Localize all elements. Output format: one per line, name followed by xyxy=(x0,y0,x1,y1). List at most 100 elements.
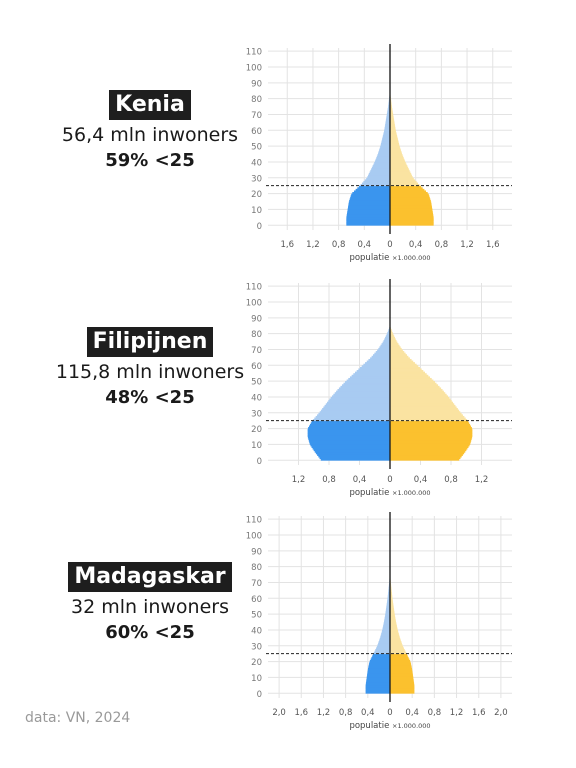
bar-left xyxy=(365,688,390,691)
bar-right xyxy=(390,362,415,365)
bar-right xyxy=(390,622,397,625)
bar-left xyxy=(308,427,390,429)
bar-left xyxy=(383,623,390,626)
bar-right xyxy=(390,599,393,602)
bar-right xyxy=(390,347,402,350)
bar-left xyxy=(346,222,390,225)
x-tick-label: 0,4 xyxy=(353,475,367,485)
bar-right xyxy=(390,663,412,666)
bar-right xyxy=(390,677,414,680)
bar-left xyxy=(366,675,390,678)
bar-right xyxy=(390,336,395,339)
x-tick-label: 0 xyxy=(387,240,392,250)
bar-right xyxy=(390,196,430,199)
bar-left xyxy=(387,111,390,114)
bar-right xyxy=(390,645,404,648)
x-tick-label: 0,8 xyxy=(332,240,346,250)
bar-right xyxy=(390,395,449,398)
bar-right xyxy=(390,179,416,182)
x-axis-label: populatie ×1.000.000 xyxy=(349,721,430,731)
bar-left xyxy=(385,614,390,617)
bar-left xyxy=(377,154,390,157)
bar-left xyxy=(366,177,390,180)
bar-right xyxy=(390,412,462,415)
bar-right xyxy=(390,120,395,123)
bar-left xyxy=(374,161,390,164)
y-tick-label: 60 xyxy=(251,362,262,372)
bar-right xyxy=(390,428,473,431)
bar-left xyxy=(388,588,390,591)
bar-left xyxy=(378,152,390,155)
bar-left xyxy=(386,333,390,336)
bar-left xyxy=(365,685,390,688)
bar-left xyxy=(387,595,390,598)
bar-right xyxy=(390,425,471,428)
bar-left xyxy=(360,184,390,187)
y-tick-label: 0 xyxy=(257,222,262,232)
y-tick-label: 80 xyxy=(251,330,262,340)
bar-left xyxy=(387,593,390,596)
bar-left xyxy=(371,166,390,169)
bar-right xyxy=(390,206,432,209)
y-tick-label: 90 xyxy=(251,314,262,324)
bar-left xyxy=(318,412,390,415)
bar-right xyxy=(390,588,392,591)
bar-left xyxy=(311,420,390,423)
bar-right xyxy=(390,671,413,674)
bar-right xyxy=(390,590,392,593)
bar-right xyxy=(390,626,398,629)
bar-right xyxy=(390,381,435,384)
bar-left xyxy=(328,400,390,403)
bar-left xyxy=(318,455,390,458)
madagaskar-info: Madagaskar 32 mln inwoners 60% <25 xyxy=(40,562,260,643)
bar-right xyxy=(390,682,415,685)
bar-left xyxy=(325,403,390,406)
bar-left xyxy=(386,114,390,117)
bar-right xyxy=(390,441,471,444)
bar-left xyxy=(384,618,390,621)
bar-right xyxy=(390,591,392,594)
bar-left xyxy=(333,393,390,396)
bar-right xyxy=(390,109,393,112)
bar-left xyxy=(365,691,390,694)
bar-right xyxy=(390,374,429,377)
x-tick-label: 1,2 xyxy=(460,240,474,250)
bar-left xyxy=(347,207,390,210)
bar-left xyxy=(331,395,390,398)
x-tick-label: 0,4 xyxy=(414,475,428,485)
bar-left xyxy=(365,682,390,685)
bar-right xyxy=(390,672,413,675)
bar-left xyxy=(346,214,390,217)
bar-right xyxy=(390,222,434,225)
bar-right xyxy=(390,593,393,596)
bar-right xyxy=(390,400,452,403)
bar-right xyxy=(390,595,393,598)
bar-left xyxy=(309,423,390,426)
bar-left xyxy=(345,381,390,384)
y-tick-label: 50 xyxy=(251,378,262,388)
bar-left xyxy=(384,617,390,620)
bar-right xyxy=(390,434,473,437)
bar-left xyxy=(340,385,390,388)
bar-left xyxy=(368,173,390,176)
bar-left xyxy=(382,626,390,629)
bar-right xyxy=(390,612,395,615)
x-tick-label: 0,4 xyxy=(361,708,375,718)
bar-left xyxy=(307,431,390,434)
bar-right xyxy=(390,436,473,439)
bar-right xyxy=(390,101,392,104)
bar-left xyxy=(372,354,390,357)
y-tick-label: 90 xyxy=(251,547,262,557)
bar-right xyxy=(390,125,396,128)
bar-left xyxy=(346,215,390,218)
bar-left xyxy=(309,442,390,445)
bar-right xyxy=(390,376,431,379)
bar-right xyxy=(390,455,462,458)
bar-right xyxy=(390,390,444,393)
x-tick-label: 1,2 xyxy=(317,708,331,718)
bar-left xyxy=(366,677,390,680)
bar-right xyxy=(390,444,470,447)
bar-right xyxy=(390,139,399,142)
x-tick-label: 0,4 xyxy=(405,708,419,718)
bar-left xyxy=(382,341,390,344)
